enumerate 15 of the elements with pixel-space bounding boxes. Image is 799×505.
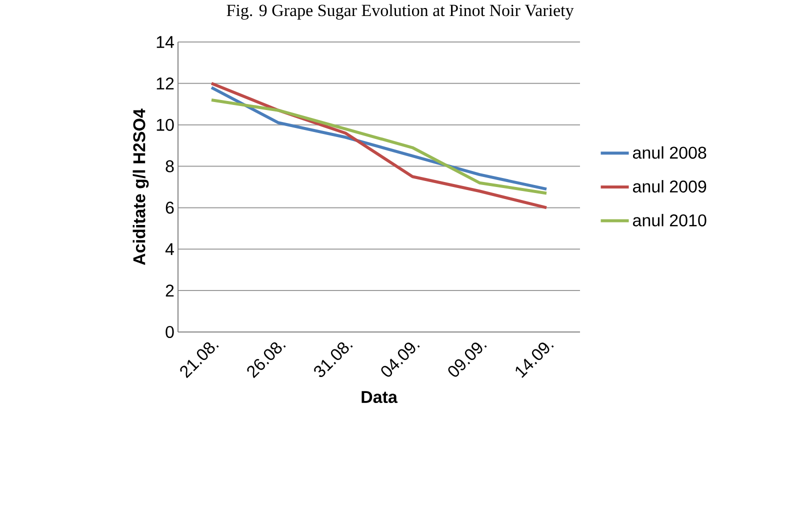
y-tick-label: 8 [166,160,174,172]
y-tick-label: 12 [156,77,174,90]
y-tick-label: 14 [156,36,174,48]
line-series [210,82,548,210]
legend-label: anul 2008 [633,146,706,159]
chart-title: Fig. 9 Grape Sugar Evolution at Pinot Noir Variety [226,4,574,20]
y-tick-label: 4 [165,243,174,255]
legend-label: anul 2010 [633,214,706,226]
y-tick-label: 6 [166,202,174,214]
legend-label: anul 2009 [633,180,706,193]
y-tick-label: 2 [166,284,174,296]
y-tick-label: 0 [166,326,174,338]
x-axis-title: Data [362,391,398,404]
y-axis-title: Aciditate g/l H2SO4 [132,108,149,265]
y-tick-label: 10 [156,118,174,131]
